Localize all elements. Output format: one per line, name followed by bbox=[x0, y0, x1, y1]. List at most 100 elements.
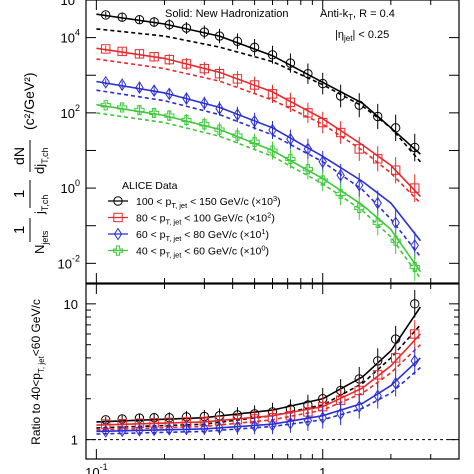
data-point bbox=[354, 100, 364, 110]
data-point bbox=[117, 46, 127, 57]
series-1 bbox=[96, 44, 421, 204]
data-point bbox=[267, 50, 278, 60]
data-point bbox=[134, 14, 145, 25]
data-point bbox=[101, 424, 110, 438]
data-point bbox=[286, 416, 295, 430]
model-dashed-line bbox=[96, 28, 422, 163]
data-point bbox=[182, 422, 191, 436]
data-point bbox=[215, 421, 224, 435]
data-point bbox=[134, 49, 145, 59]
model-dashed-line bbox=[96, 89, 422, 258]
data-point bbox=[117, 102, 128, 113]
data-point bbox=[117, 12, 127, 22]
data-point bbox=[250, 114, 259, 128]
legend-entry: 80 < pT, jet < 100 GeV/c (×102) bbox=[136, 211, 275, 227]
data-point bbox=[335, 91, 346, 101]
x-tick-label: 1 bbox=[319, 465, 326, 474]
data-point bbox=[390, 165, 401, 175]
data-point bbox=[267, 145, 278, 156]
data-point bbox=[268, 418, 277, 432]
data-point bbox=[199, 119, 210, 130]
data-point bbox=[303, 108, 313, 118]
y-tick-label: 10-2 bbox=[58, 253, 80, 271]
svg-text:1: 1 bbox=[11, 190, 28, 198]
data-point bbox=[410, 238, 419, 252]
data-point bbox=[149, 423, 159, 437]
data-point bbox=[164, 20, 174, 30]
data-point bbox=[373, 111, 383, 122]
data-point bbox=[199, 27, 210, 37]
y-tick-label: 105 bbox=[61, 0, 80, 8]
data-point bbox=[101, 75, 110, 89]
data-point bbox=[149, 52, 159, 62]
data-point bbox=[354, 202, 365, 213]
data-point bbox=[182, 92, 191, 105]
data-point bbox=[149, 107, 160, 119]
legend-marker bbox=[113, 212, 123, 223]
data-point bbox=[164, 54, 174, 65]
data-point bbox=[318, 155, 327, 169]
data-point bbox=[318, 117, 328, 128]
data-point bbox=[149, 84, 159, 98]
data-point bbox=[285, 97, 296, 108]
svg-text:1: 1 bbox=[11, 226, 28, 234]
data-point bbox=[373, 389, 382, 403]
data-point bbox=[233, 108, 242, 121]
y-tick-label: 104 bbox=[61, 28, 80, 46]
data-point bbox=[390, 334, 401, 344]
model-dashed-line bbox=[96, 112, 422, 279]
data-point bbox=[410, 142, 420, 153]
data-point bbox=[181, 59, 192, 69]
data-point bbox=[232, 74, 243, 84]
data-point bbox=[318, 78, 328, 89]
data-point bbox=[335, 188, 346, 200]
top-panel-ticks: 105 104 102 100 10-2 bbox=[58, 0, 460, 283]
legend-entry: 100 < pT, jet < 150 GeV/c (×103) bbox=[136, 194, 281, 210]
series-0 bbox=[96, 290, 422, 429]
legend-entry: 40 < pT, jet < 60 GeV/c (×100) bbox=[136, 244, 269, 260]
data-point bbox=[268, 123, 277, 137]
svg-text:Njets: Njets bbox=[32, 230, 50, 254]
data-point bbox=[181, 23, 192, 33]
data-point bbox=[165, 87, 174, 101]
annotation-algorithm: Anti-kT, R = 0.4 bbox=[320, 8, 395, 22]
data-point bbox=[355, 400, 364, 414]
x-tick-label: 10-1 bbox=[85, 462, 107, 474]
data-point bbox=[410, 183, 420, 193]
data-point bbox=[233, 420, 242, 434]
legend-title: ALICE Data bbox=[122, 180, 178, 192]
svg-text:jT,ch: jT,ch bbox=[32, 195, 50, 215]
data-point bbox=[373, 196, 382, 210]
bottom-panel-ticks: 10 1 10-1 1 bbox=[64, 284, 460, 474]
data-point bbox=[302, 164, 313, 175]
data-point bbox=[285, 58, 296, 68]
series-0 bbox=[96, 10, 422, 163]
data-point bbox=[286, 132, 295, 146]
data-point bbox=[318, 411, 327, 425]
data-point bbox=[354, 144, 364, 154]
data-point bbox=[165, 422, 174, 436]
data-point bbox=[117, 424, 127, 438]
data-point bbox=[317, 175, 328, 186]
data-point bbox=[336, 168, 345, 182]
series-2 bbox=[96, 347, 421, 438]
data-point bbox=[232, 130, 243, 141]
data-point bbox=[101, 10, 111, 20]
legend-marker bbox=[113, 227, 123, 241]
annotation-solid-line: Solid: New Hadronization bbox=[165, 8, 289, 20]
svg-text:(c²/GeV²): (c²/GeV²) bbox=[21, 72, 37, 130]
data-point bbox=[214, 31, 225, 41]
data-point bbox=[373, 370, 383, 380]
data-point bbox=[134, 104, 145, 116]
data-point bbox=[249, 80, 260, 90]
data-point bbox=[215, 102, 224, 115]
data-point bbox=[250, 419, 259, 433]
data-point bbox=[355, 178, 364, 192]
data-point bbox=[232, 36, 243, 46]
bottom-panel-plot bbox=[96, 290, 422, 438]
data-point bbox=[303, 142, 313, 156]
y-tick-label: 100 bbox=[61, 178, 80, 196]
data-point bbox=[249, 42, 260, 53]
data-point bbox=[101, 419, 111, 429]
